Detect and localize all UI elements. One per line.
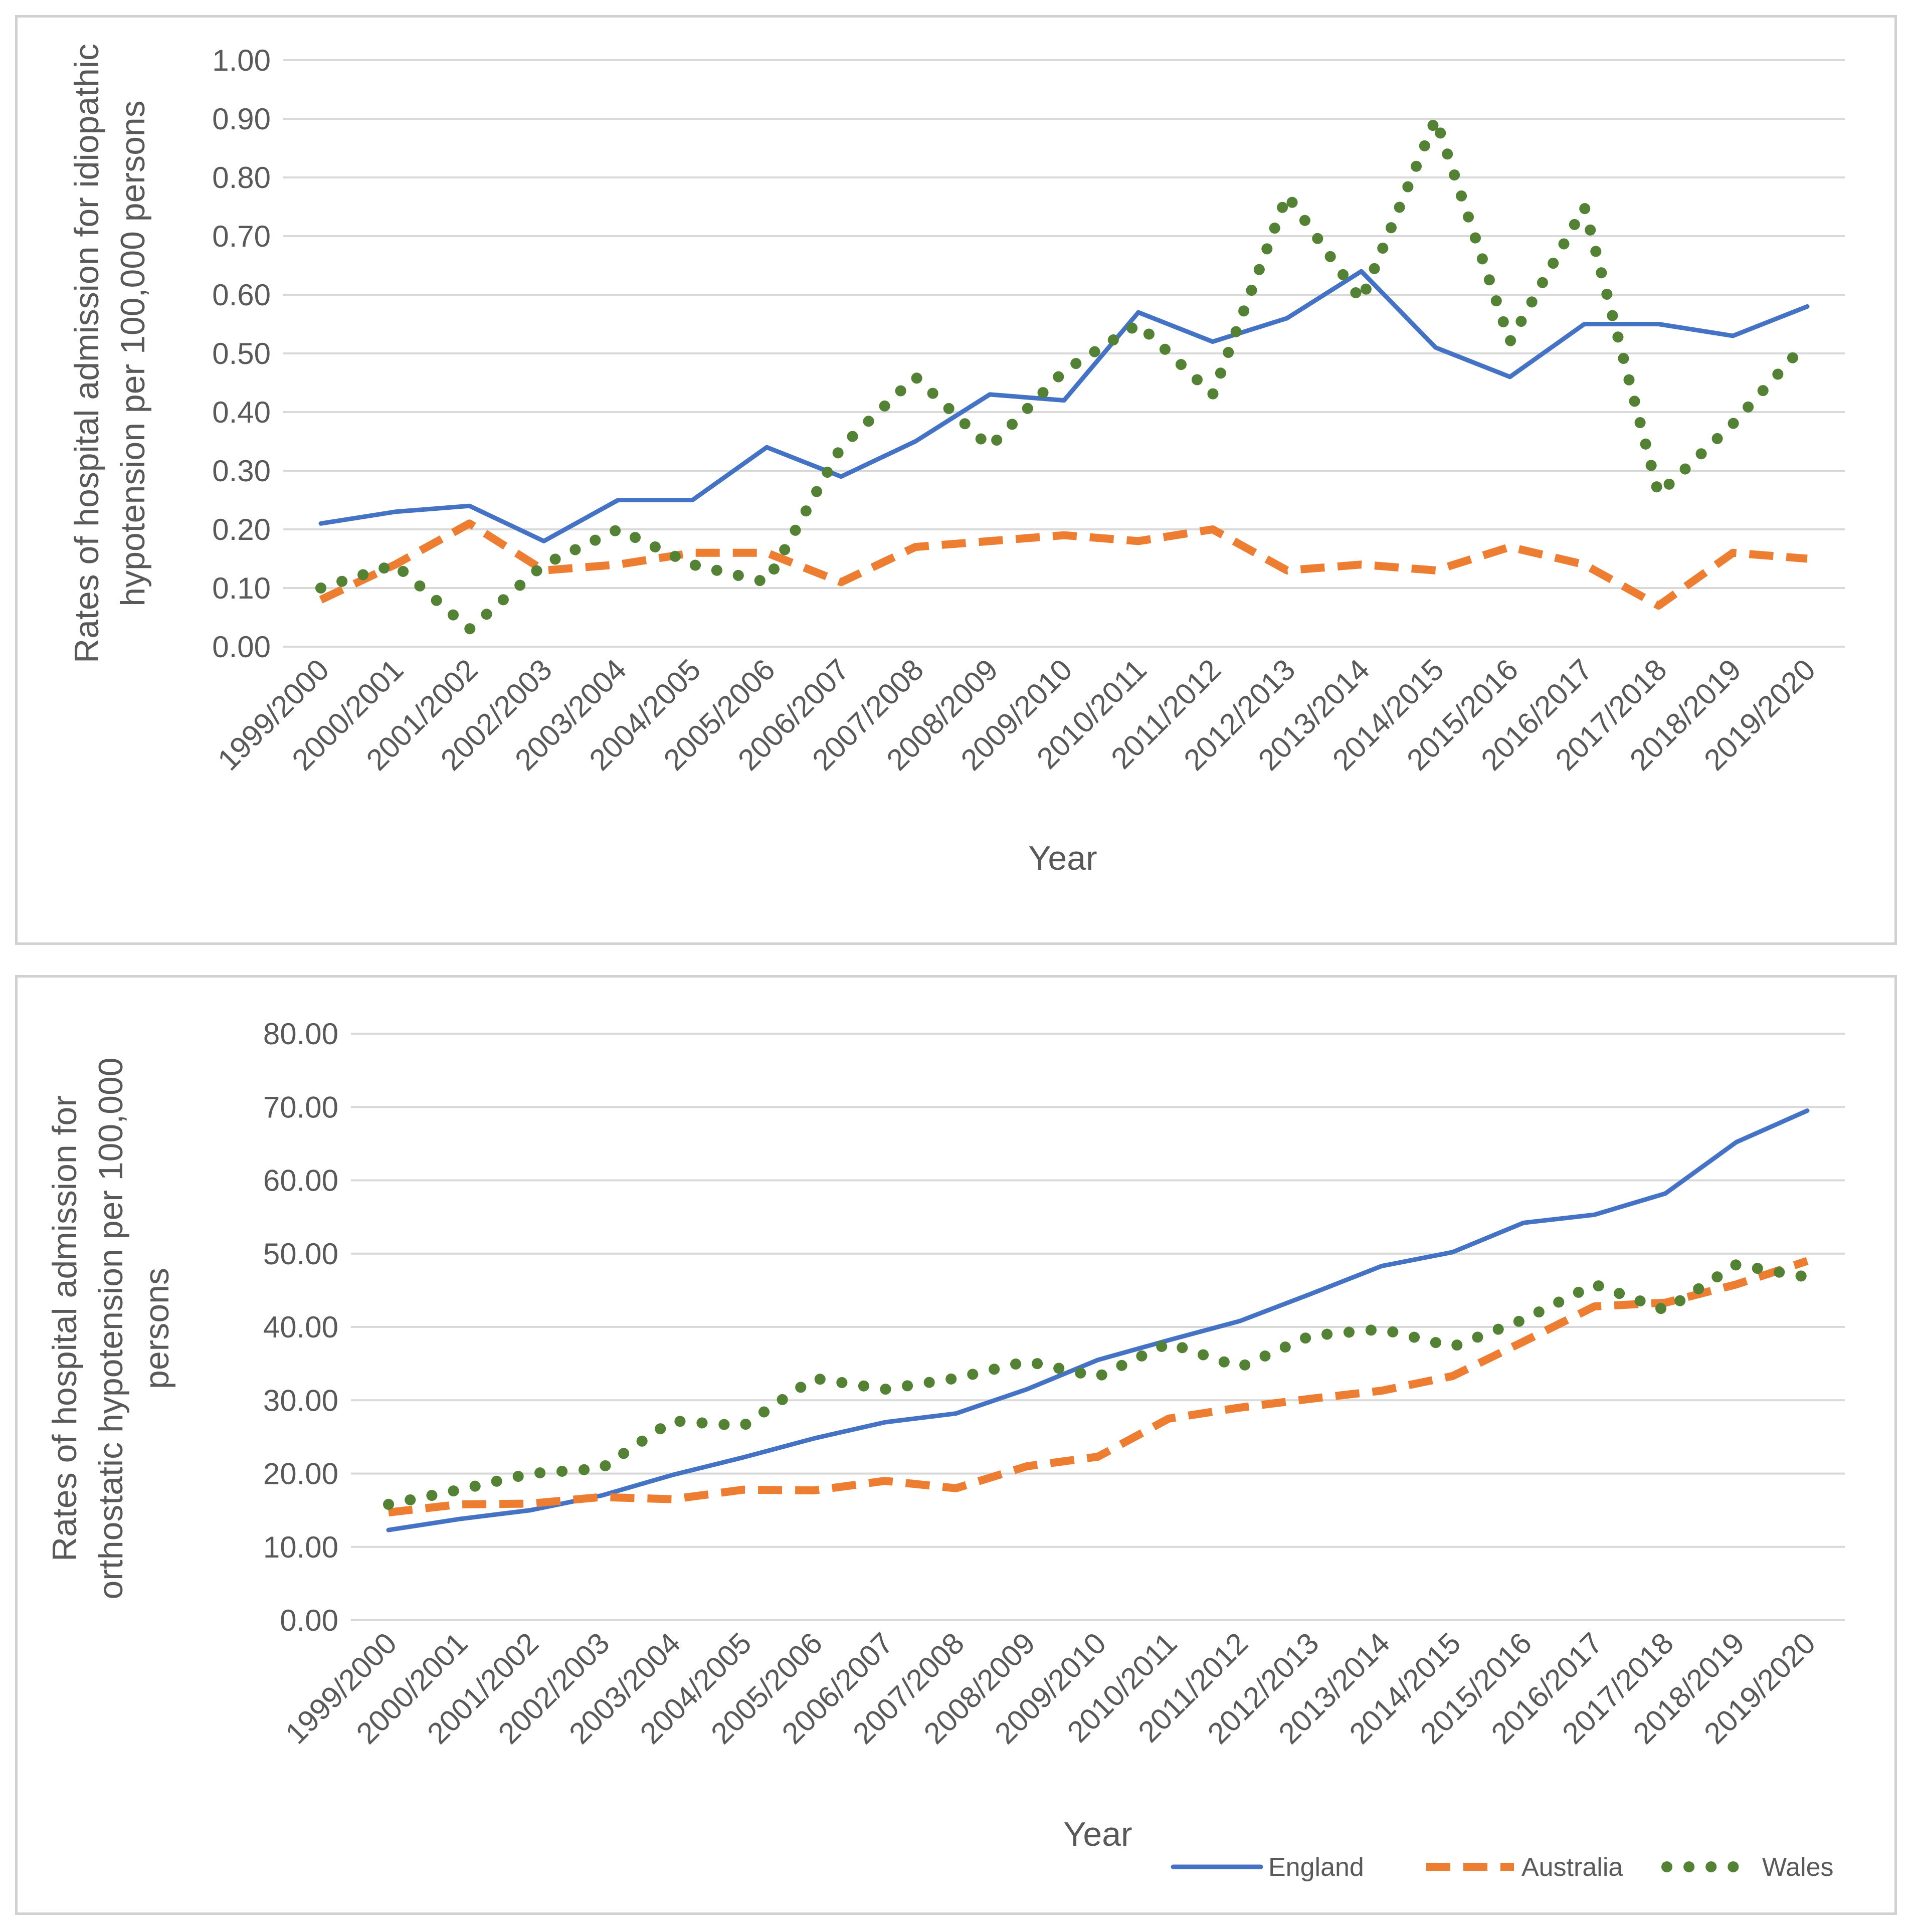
chart-panel-orthostatic [15, 975, 1897, 1915]
data-point-wales [1658, 494, 1659, 495]
y-tick-label: 0.00 [280, 1604, 338, 1637]
y-tick-label: 1.00 [212, 44, 271, 77]
data-point-wales [767, 582, 768, 583]
data-point-australia [530, 1503, 531, 1504]
y-tick-label: 50.00 [263, 1237, 338, 1271]
y-tick-label: 0.20 [212, 513, 271, 546]
data-point-wales [1138, 324, 1139, 325]
data-point-australia [543, 570, 544, 571]
y-tick-label: 0.80 [212, 161, 271, 195]
data-point-australia [692, 552, 693, 553]
data-point-wales [1064, 370, 1065, 371]
series-line-australia [319, 519, 1808, 610]
data-point-australia [672, 1499, 673, 1500]
chart-panel-idiopathic [15, 15, 1897, 945]
series-line-australia [388, 1257, 1809, 1516]
y-tick-label: 10.00 [263, 1530, 338, 1564]
data-point-wales [1027, 1361, 1028, 1362]
y-tick-label: 0.50 [212, 337, 271, 370]
x-axis-title: Year [1028, 839, 1097, 877]
data-point-wales [1169, 1342, 1170, 1343]
series-line-wales [383, 1259, 1813, 1510]
data-point-australia [1584, 564, 1585, 565]
data-point-wales [672, 1420, 673, 1421]
orthostatic-hypotension-chart: 0.00 10.00 20.00 30.00 40.00 50.00 60.00 70.00 8… [46, 1017, 1845, 1853]
legend-label-australia: Australia [1521, 1853, 1623, 1882]
x-axis-title: Year [1063, 1815, 1132, 1853]
data-point-wales [1361, 300, 1362, 301]
y-axis-title: Rates of hospital admission for orthostat… [46, 1057, 176, 1599]
y-axis-title: Rates of hospital admission for idiopath… [68, 44, 152, 663]
y-tick-label: 0.60 [212, 278, 271, 312]
y-tick-label: 0.30 [212, 454, 271, 488]
series-line-wales [315, 113, 1813, 635]
y-tick-label: 0.90 [212, 102, 271, 136]
data-point-wales [1286, 195, 1287, 196]
idiopathic-hypotension-chart: 0.00 0.10 0.20 0.30 0.40 0.50 0.60 0.70 0.80 0.90… [68, 44, 1845, 877]
legend: England Australia Wales [1171, 1853, 1834, 1882]
y-tick-label: 40.00 [263, 1310, 338, 1344]
data-point-australia [1509, 546, 1510, 547]
data-point-wales [1381, 1328, 1382, 1329]
y-tick-label: 70.00 [263, 1090, 338, 1124]
data-point-wales [543, 564, 544, 565]
data-point-australia [767, 552, 768, 553]
data-point-australia [459, 1504, 460, 1505]
data-point-wales [841, 447, 842, 448]
data-point-australia [618, 564, 619, 565]
y-tick-label: 0.70 [212, 220, 271, 253]
y-tick-label: 0.00 [212, 630, 271, 664]
series-line-england [318, 269, 1810, 543]
y-tick-label: 0.10 [212, 571, 271, 605]
y-tick-label: 80.00 [263, 1017, 338, 1051]
series-line-england [386, 1108, 1810, 1532]
data-point-wales [1807, 341, 1808, 342]
data-point-wales [989, 447, 990, 448]
data-point-wales [814, 1378, 815, 1379]
data-point-wales [1807, 1277, 1808, 1278]
y-tick-label: 30.00 [263, 1384, 338, 1417]
data-point-wales [459, 1489, 460, 1490]
legend-label-wales: Wales [1762, 1853, 1834, 1882]
legend-label-england: England [1268, 1853, 1364, 1882]
y-tick-label: 0.40 [212, 396, 271, 429]
y-tick-label: 20.00 [263, 1457, 338, 1491]
y-tick-label: 60.00 [263, 1164, 338, 1198]
